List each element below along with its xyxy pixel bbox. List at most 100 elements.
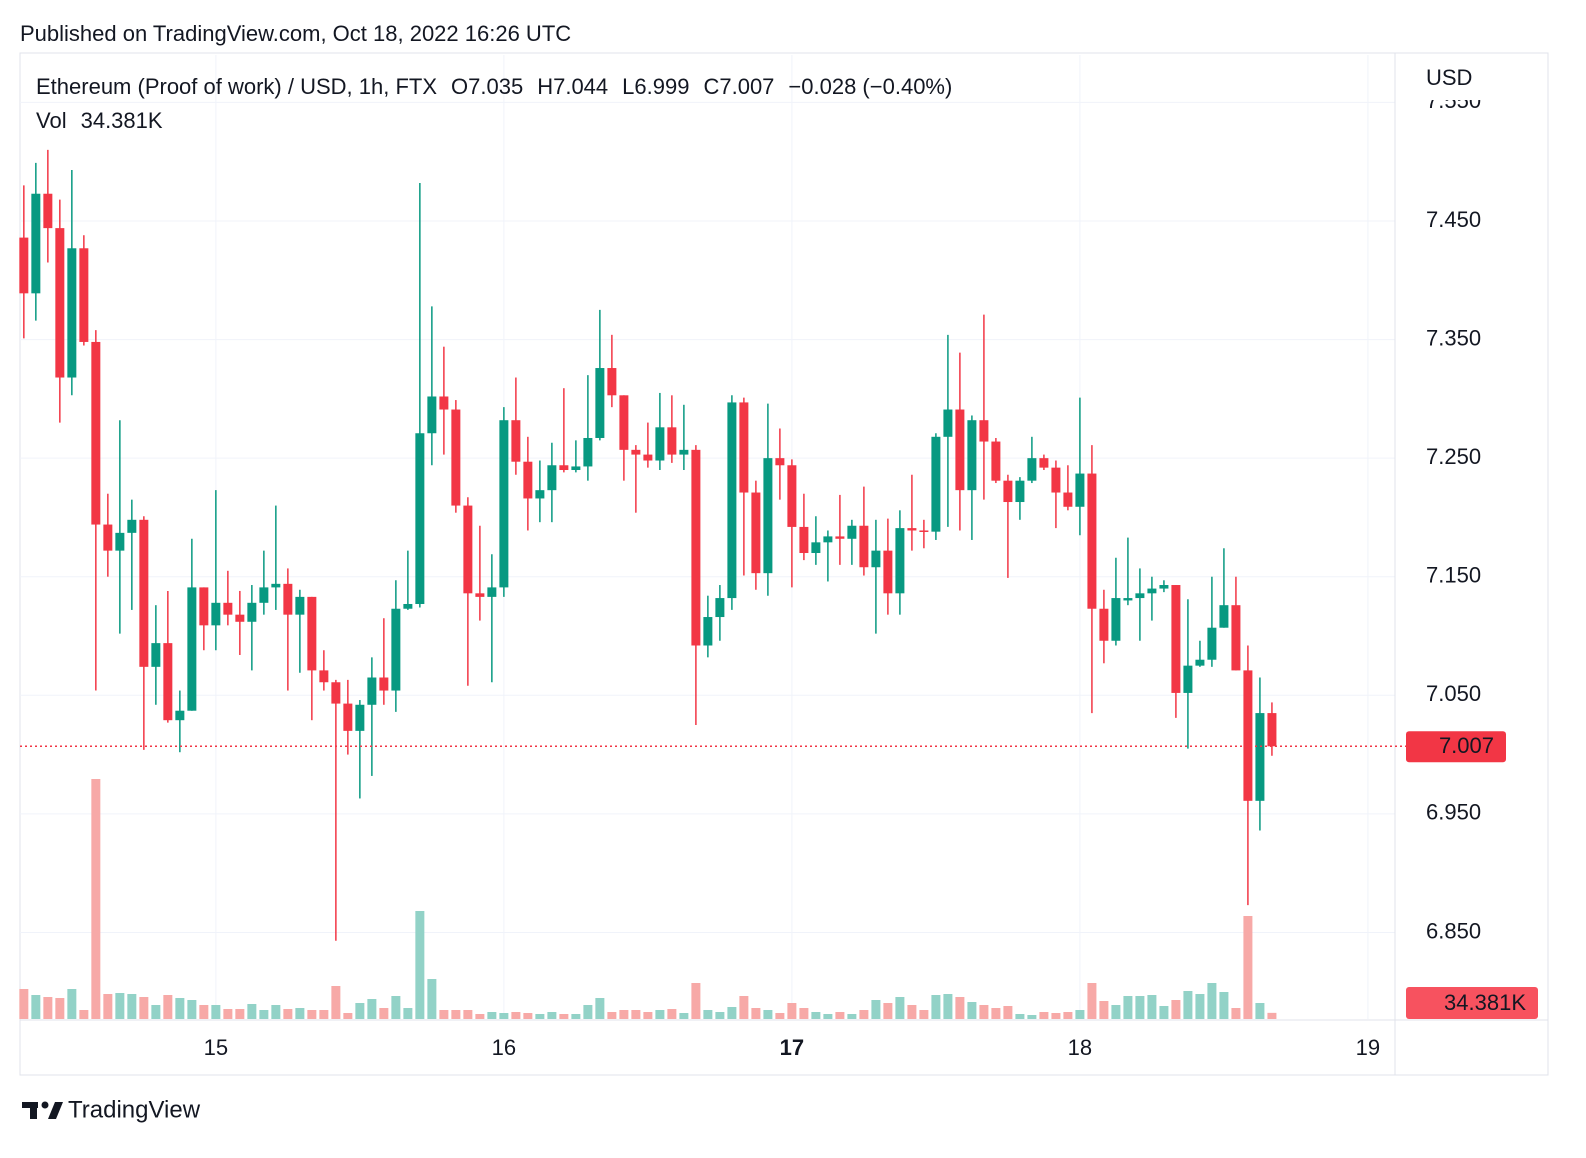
volume-bar [307, 1010, 317, 1019]
volume-bar [1171, 1000, 1181, 1019]
candle-body [1087, 473, 1097, 609]
candle-body [1207, 627, 1217, 660]
volume-bar [583, 1005, 593, 1019]
candle-body [727, 402, 737, 599]
candle-body [451, 409, 461, 506]
legend-change: −0.028 (−0.40%) [788, 74, 952, 99]
volume-bar [811, 1012, 821, 1019]
volume-bar [1099, 1001, 1109, 1019]
volume-bar [343, 1013, 353, 1019]
candle-body [967, 420, 977, 491]
candle-body [703, 617, 713, 646]
volume-badge-label: 34.381K [1444, 990, 1526, 1015]
candle-body [931, 436, 941, 532]
volume-bar [739, 996, 749, 1019]
candle-body [403, 603, 413, 609]
volume-bar [31, 995, 41, 1019]
volume-bar [475, 1014, 485, 1019]
candle-body [439, 396, 449, 410]
volume-bar [43, 997, 53, 1019]
candle-body [1075, 473, 1085, 507]
volume-bar [151, 1005, 161, 1019]
volume-bar [127, 994, 137, 1019]
chart-frame [19, 52, 1549, 1076]
volume-bar [1015, 1014, 1025, 1019]
candle-body [1003, 480, 1013, 503]
volume-bar [871, 1000, 881, 1019]
candle-body [175, 710, 185, 721]
candle-body [31, 193, 41, 294]
volume-bar [619, 1010, 629, 1019]
volume-bar [487, 1012, 497, 1019]
volume-bar [1207, 983, 1217, 1019]
legend-ohlc-value: 7.044 [553, 74, 608, 99]
y-tick-label: 7.350 [1426, 325, 1481, 350]
volume-bar [1243, 916, 1253, 1019]
candle-body [415, 433, 425, 604]
candle-body [331, 682, 341, 704]
volume-bar [103, 994, 113, 1019]
volume-bar [919, 1010, 929, 1019]
x-tick-label: 17 [780, 1035, 804, 1060]
candle-body [115, 532, 125, 551]
volume-bar [1051, 1013, 1061, 1019]
volume-bar [259, 1010, 269, 1019]
volume-bar [379, 1008, 389, 1019]
volume-bar [955, 997, 965, 1019]
volume-bar [895, 997, 905, 1019]
candle-body [91, 341, 101, 525]
candle-body [955, 409, 965, 491]
candle-body [787, 465, 797, 527]
y-tick-label: 7.050 [1426, 681, 1481, 706]
volume-bar [1027, 1015, 1037, 1019]
candle-body [631, 449, 641, 455]
candle-body [1135, 593, 1145, 599]
volume-bar [223, 1009, 233, 1019]
candle-body [583, 437, 593, 467]
volume-bar [859, 1010, 869, 1019]
candle-body [67, 248, 77, 378]
candle-body [1027, 458, 1037, 481]
candle-body [691, 449, 701, 646]
candle-body [763, 458, 773, 574]
volume-bar [187, 1000, 197, 1019]
volume-bar [967, 1002, 977, 1019]
legend-ohlc-value: 6.999 [634, 74, 689, 99]
volume-bar [991, 1008, 1001, 1019]
legend-ohlc-label: C [703, 74, 719, 99]
volume-bar [367, 999, 377, 1019]
candle-body [139, 519, 149, 667]
volume-bar [415, 911, 425, 1019]
volume-bar [295, 1008, 305, 1019]
candle-body [487, 587, 497, 597]
axis-cover [1396, 54, 1547, 100]
candle-body [1063, 492, 1073, 507]
candle-body [991, 441, 1001, 481]
volume-bar [571, 1014, 581, 1019]
candle-body [271, 583, 281, 588]
volume-bar [535, 1014, 545, 1019]
candle-body [55, 228, 65, 378]
candle-body [151, 643, 161, 667]
volume-bar [607, 1012, 617, 1019]
volume-bar [775, 1013, 785, 1019]
volume-bar [787, 1003, 797, 1019]
volume-bar [163, 995, 173, 1019]
candle-body [871, 550, 881, 568]
candle-body [319, 670, 329, 683]
x-tick-label: 18 [1068, 1035, 1092, 1060]
candle-body [1051, 467, 1061, 493]
candle-body [895, 528, 905, 594]
candle-body [847, 525, 857, 539]
y-tick-label: 7.450 [1426, 207, 1481, 232]
volume-bar [391, 996, 401, 1019]
candle-body [1255, 713, 1265, 801]
candle-body [643, 454, 653, 461]
candle-body [535, 490, 545, 499]
candle-body [127, 519, 137, 533]
volume-bar [271, 1005, 281, 1019]
candle-body [247, 602, 257, 622]
candle-body [295, 596, 305, 615]
candle-body [235, 614, 245, 622]
volume-bar [835, 1012, 845, 1019]
